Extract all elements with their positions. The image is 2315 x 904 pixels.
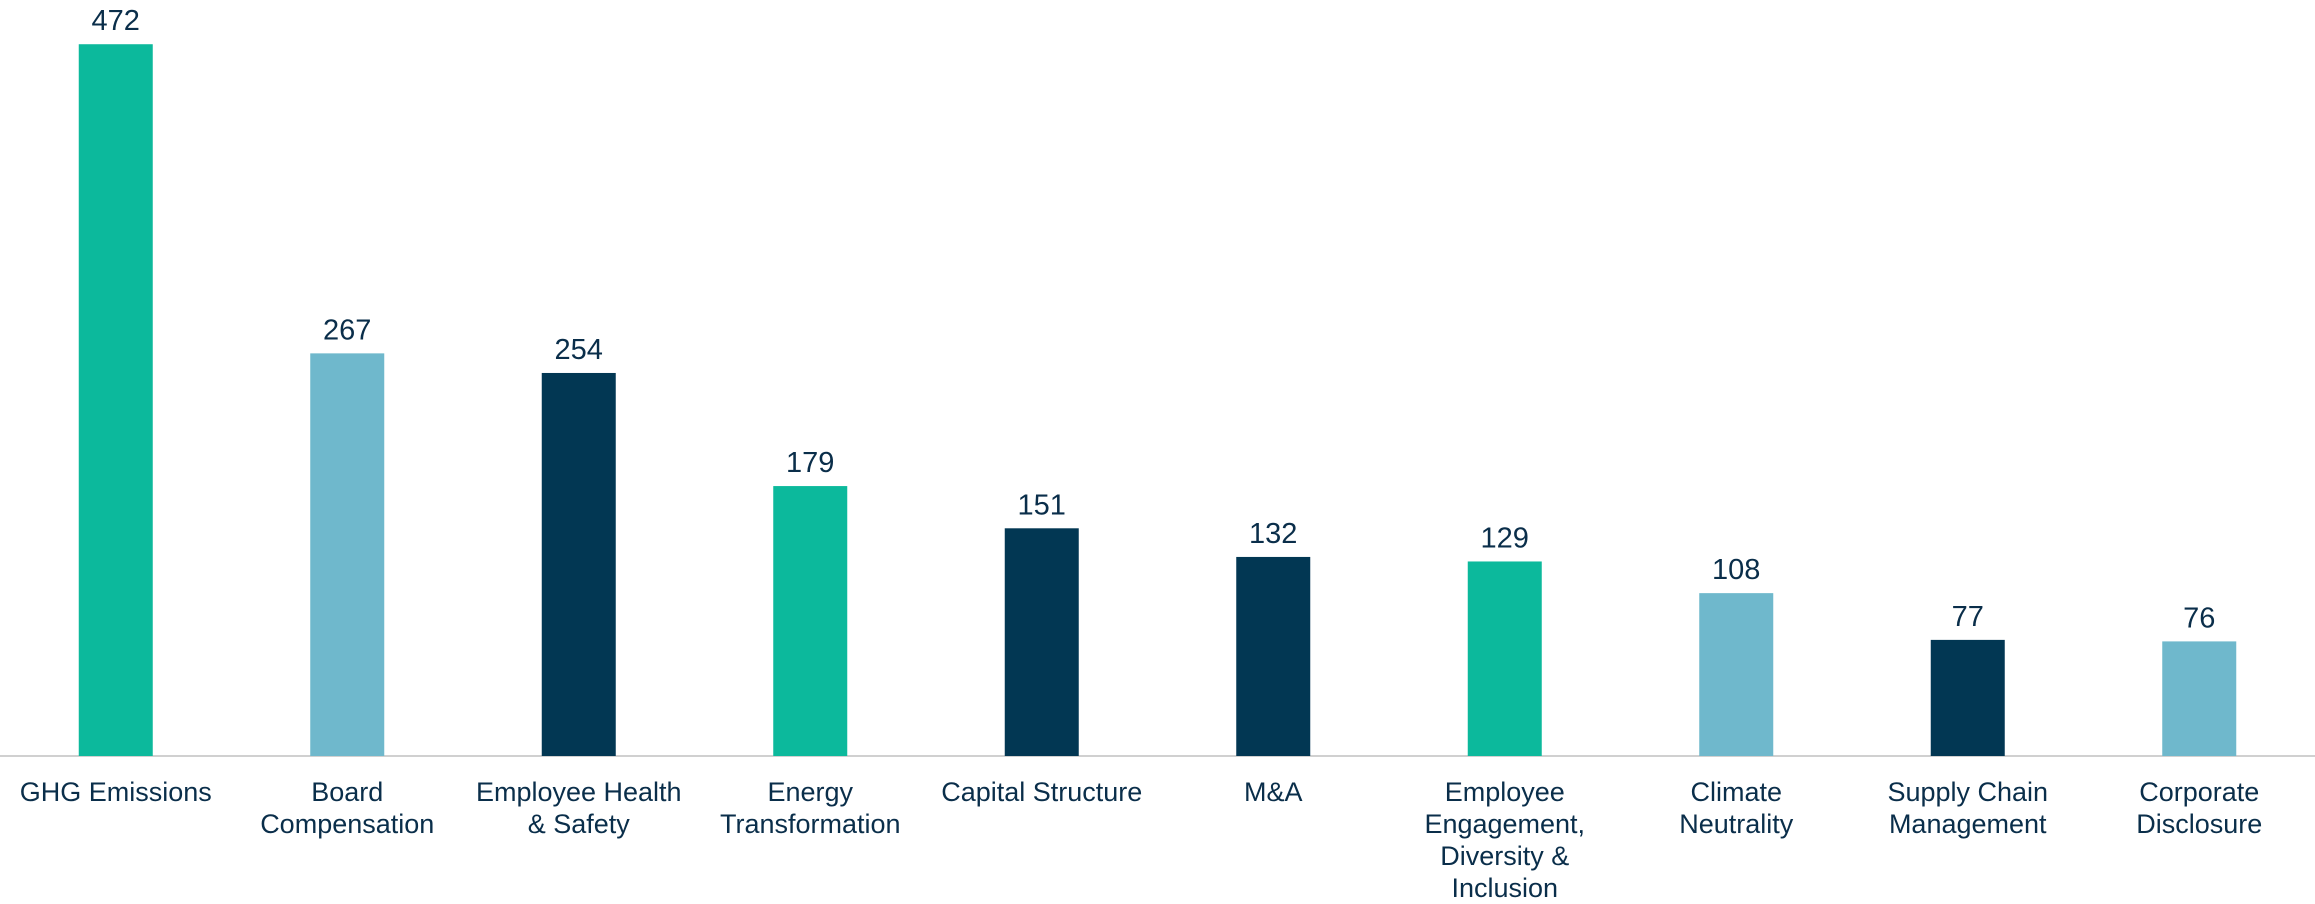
x-tick-label: Employee Health & Safety [475, 777, 682, 839]
bar [1004, 528, 1079, 756]
data-label: 108 [1712, 554, 1760, 586]
x-tick-label: GHG Emissions [19, 777, 212, 807]
bar [78, 44, 153, 756]
bar [310, 353, 385, 756]
data-label: 472 [92, 5, 140, 37]
bar [541, 372, 616, 756]
data-label: 129 [1481, 522, 1529, 554]
data-label: 179 [786, 447, 834, 479]
x-tick-label: Employee Engagement, Diversity & Inclusi… [1424, 777, 1586, 903]
data-label: 76 [2183, 602, 2215, 634]
data-label: 77 [1952, 601, 1984, 633]
data-label: 151 [1018, 489, 1066, 521]
bar [773, 486, 848, 756]
x-tick-label: Board Compensation [260, 777, 435, 839]
bar [1467, 561, 1542, 756]
bar [2162, 641, 2237, 756]
data-label: 267 [323, 314, 371, 346]
x-tick-label: Corporate Disclosure [2136, 777, 2263, 839]
data-label: 254 [555, 334, 603, 366]
x-tick-label: Supply Chain Management [1887, 777, 2049, 839]
x-tick-label: Energy Transformation [719, 777, 901, 839]
x-tick-label: Capital Structure [941, 777, 1143, 807]
bar [1236, 556, 1311, 756]
x-tick-label: Climate Neutrality [1679, 777, 1794, 839]
x-tick-label: M&A [1243, 777, 1303, 807]
bar [1930, 639, 2005, 756]
data-label: 132 [1249, 518, 1297, 550]
bar [1699, 593, 1774, 756]
